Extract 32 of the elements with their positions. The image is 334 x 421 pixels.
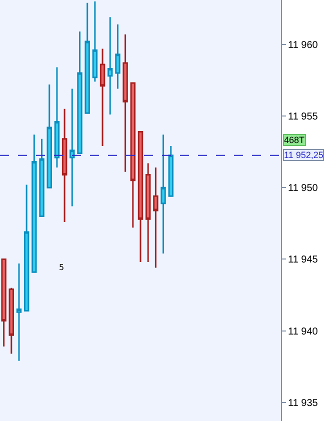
candlestick (92, 0, 98, 82)
candlestick (168, 145, 174, 197)
candlestick (138, 130, 144, 263)
candlestick (145, 162, 151, 263)
candlestick (130, 82, 136, 228)
y-tick-label: 11 955 (288, 111, 318, 122)
candlestick (100, 48, 106, 147)
candlestick (1, 258, 6, 348)
candlestick (115, 24, 120, 90)
annotation: 5 (59, 263, 64, 272)
candlestick (39, 138, 44, 217)
candlestick (16, 262, 22, 362)
y-tick-label: 11 945 (288, 254, 318, 266)
ref-line-label: 11 952,25 (284, 150, 324, 160)
y-tick-label: 11 960 (288, 40, 318, 51)
y-tick-label: 11 950 (288, 183, 318, 194)
candlestick (8, 287, 14, 354)
candlestick (54, 66, 60, 168)
candlestick (32, 134, 37, 273)
candlestick (160, 134, 166, 254)
candlestick (108, 16, 113, 116)
candlestick (62, 108, 68, 223)
candlestick (84, 2, 90, 114)
candlestick (46, 84, 52, 188)
y-tick-label: 11 935 (288, 398, 318, 409)
candlestick (153, 166, 158, 269)
candlestick (70, 88, 75, 207)
text: 468T (284, 135, 306, 145)
y-tick-label: 11 940 (288, 326, 318, 338)
candlestick (24, 184, 30, 312)
candlestick (77, 30, 82, 154)
candlestick (122, 34, 128, 173)
